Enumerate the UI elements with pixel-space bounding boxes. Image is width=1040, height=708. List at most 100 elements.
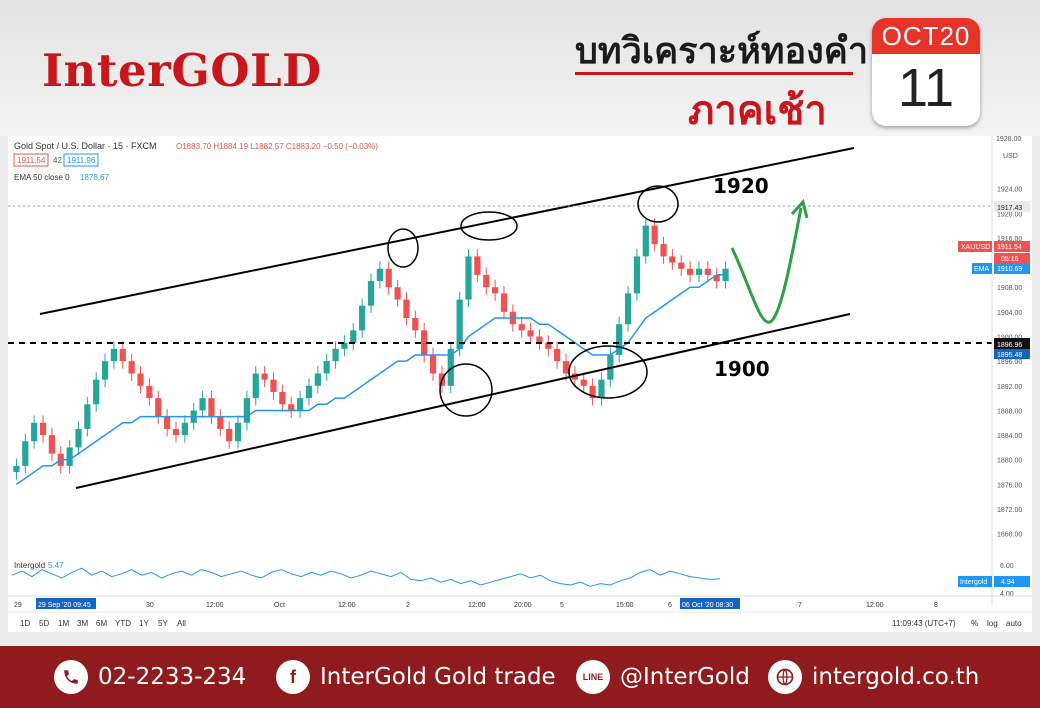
axis-unit: USD (1003, 153, 1018, 160)
candle-body (598, 379, 605, 399)
globe-icon (768, 660, 802, 694)
channel-lower-line (75, 313, 851, 489)
candle-body (217, 416, 224, 429)
candle-body (226, 428, 233, 442)
intergold-logo: InterGOLD (42, 44, 322, 97)
candle-body (350, 330, 357, 343)
circle-marker (439, 363, 493, 417)
price-chart[interactable]: 1920 1900 Gold Spot / U.S. Dollar · 15 ·… (8, 136, 1032, 632)
candle-body (172, 428, 180, 436)
candle-body (101, 361, 109, 380)
candle-body (208, 398, 215, 417)
candle-body (234, 422, 242, 442)
candle-body (119, 348, 126, 362)
candle-body (279, 391, 286, 405)
timeframe-button[interactable]: 5D (39, 619, 49, 628)
footer-facebook[interactable]: f InterGold Gold trade (276, 658, 556, 696)
time-tick-label: 8 (934, 602, 938, 609)
ask-box[interactable] (63, 153, 99, 167)
candle-body (518, 324, 525, 331)
tag-ema-label (972, 263, 992, 274)
bid-box[interactable] (13, 153, 49, 167)
candle-body (181, 422, 188, 436)
candle-body (456, 299, 463, 349)
log-toggle[interactable]: log (987, 619, 998, 628)
price-tick-label: 1916.00 (997, 236, 1022, 243)
circle-marker (387, 228, 419, 268)
time-tick-label: 29 (14, 602, 22, 609)
timeframe-button[interactable]: 1D (20, 619, 30, 628)
candle-body (110, 348, 118, 362)
candle-body (332, 348, 339, 362)
tag-osc-label (958, 576, 992, 587)
price-tick-label: 1904.00 (997, 310, 1022, 317)
price-axis-labels: 1924.001920.001916.001912.001908.001904.… (997, 187, 1022, 539)
timeframe-button[interactable]: All (177, 619, 186, 628)
candle-body (376, 268, 383, 282)
timeframe-button[interactable]: 1Y (139, 619, 149, 628)
price-tick-label: 1892.00 (997, 384, 1022, 391)
candle-body (491, 287, 499, 294)
timeframe-button[interactable]: 5Y (158, 619, 168, 628)
footer-website[interactable]: intergold.co.th (768, 658, 979, 696)
candle-body (128, 361, 135, 374)
price-tick-label: 1908.00 (997, 285, 1022, 292)
candle-body (305, 385, 313, 399)
footer-phone[interactable]: 02-2233-234 (54, 658, 246, 696)
chart-panel[interactable]: 1920 1900 Gold Spot / U.S. Dollar · 15 ·… (8, 136, 1032, 632)
tag-countdown (994, 253, 1030, 263)
tag-countdown-value: 05:16 (1001, 256, 1019, 263)
oscillator-line (11, 567, 721, 587)
footer-line[interactable]: LINE @InterGold (576, 658, 750, 696)
candle-body (31, 422, 38, 442)
timeframe-button[interactable]: 1M (58, 619, 69, 628)
time-tick-label: 12:00 (866, 602, 884, 609)
tag-xauusd-label-text: XAUUSD (961, 244, 990, 251)
candle-body (483, 274, 490, 288)
candle-body (722, 268, 729, 282)
timeframe-buttons[interactable]: 1D 5D 1M 3M 6M YTD 1Y 5Y All (20, 619, 186, 628)
symbol-title: Gold Spot / U.S. Dollar · 15 · FXCM (14, 141, 157, 151)
tag-line2 (994, 338, 1030, 349)
osc-axis-top: 6.00 (1000, 563, 1014, 570)
osc-legend-value: 5.47 (48, 561, 64, 570)
time-tick-label: 12:00 (338, 602, 356, 609)
candle-body (84, 404, 91, 429)
time-tick-label: 5 (560, 602, 564, 609)
circle-marker (568, 345, 648, 399)
time-axis-labels: 29 29 Sep '20 09:45 30 12:00 Oct 12:00 2 12:00 2… (14, 598, 938, 609)
tag-line1 (994, 201, 1030, 212)
price-tick-label: 1872.00 (997, 507, 1022, 514)
time-tick-label: 12:00 (468, 602, 486, 609)
timeframe-button[interactable]: YTD (115, 619, 131, 628)
tag-xauusd (994, 241, 1030, 252)
phone-glyph (64, 670, 78, 684)
time-tick-label: Oct (274, 602, 285, 609)
tag-osc-value: 4.94 (1001, 579, 1015, 586)
percent-toggle[interactable]: % (971, 619, 978, 628)
facebook-icon: f (276, 660, 310, 694)
candle-body (199, 398, 206, 411)
candle-body (22, 441, 29, 466)
candle-body (687, 268, 694, 275)
candle-body (93, 379, 100, 405)
bid-price: 1911.54 (17, 156, 46, 165)
line-icon: LINE (576, 660, 610, 694)
facebook-name: InterGold Gold trade (320, 664, 556, 690)
auto-toggle[interactable]: auto (1006, 619, 1022, 628)
footer-bar: 02-2233-234 f InterGold Gold trade LINE … (0, 646, 1040, 708)
candle-body (155, 398, 162, 417)
candle-body (642, 225, 649, 257)
timeframe-button[interactable]: 3M (77, 619, 88, 628)
status-clock: 11:09:43 (UTC+7) (892, 619, 956, 628)
candle-body (562, 361, 570, 374)
candle-body (545, 342, 552, 349)
ema-line (16, 274, 726, 486)
timeframe-button[interactable]: 6M (96, 619, 107, 628)
session-subtitle: ภาคเช้า (688, 88, 827, 134)
candle-body (288, 404, 295, 411)
time-tick-label: 30 (146, 602, 154, 609)
candle-body (704, 268, 711, 275)
candle-body (651, 225, 658, 245)
price-tick-label: 1920.00 (997, 211, 1022, 218)
